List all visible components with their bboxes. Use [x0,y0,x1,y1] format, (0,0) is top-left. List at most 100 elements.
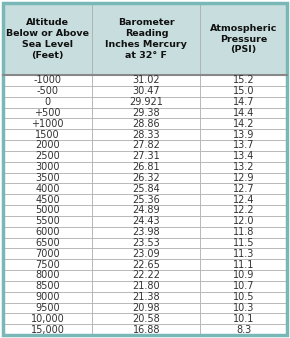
Text: 30.47: 30.47 [133,86,160,96]
Text: 6000: 6000 [35,227,60,237]
Bar [200,86,287,97]
Text: 3500: 3500 [35,173,60,183]
Text: -1000: -1000 [34,75,62,86]
Bar [3,194,93,205]
Bar [200,162,287,172]
Text: 11.5: 11.5 [233,238,254,248]
Bar [93,303,200,313]
Bar [3,162,93,172]
Bar [3,151,93,162]
Text: 10.5: 10.5 [233,292,254,302]
Text: 1500: 1500 [35,129,60,140]
Bar [93,162,200,172]
Bar [200,281,287,292]
Bar [3,313,93,324]
Bar [93,248,200,259]
Bar [93,194,200,205]
Bar [200,324,287,335]
Bar [200,75,287,86]
Text: 11.1: 11.1 [233,260,254,270]
Bar [3,118,93,129]
Bar [3,259,93,270]
Bar [93,118,200,129]
Text: 20.98: 20.98 [133,303,160,313]
Bar [93,129,200,140]
Bar [3,216,93,227]
Text: 4000: 4000 [35,184,60,194]
Text: 28.86: 28.86 [133,119,160,129]
Bar [93,183,200,194]
Bar [93,292,200,303]
Bar [93,151,200,162]
Text: 14.2: 14.2 [233,119,254,129]
Bar [93,97,200,107]
Bar [200,205,287,216]
Text: +500: +500 [35,108,61,118]
Text: 13.9: 13.9 [233,129,254,140]
Bar [200,227,287,238]
Bar [3,227,93,238]
Text: 2000: 2000 [35,140,60,150]
Bar [3,292,93,303]
Bar [93,140,200,151]
Bar [200,183,287,194]
Text: 12.9: 12.9 [233,173,254,183]
Bar [3,270,93,281]
Bar [200,3,287,75]
Bar [93,259,200,270]
Text: 13.2: 13.2 [233,162,254,172]
Text: 2500: 2500 [35,151,60,161]
Text: 10.1: 10.1 [233,314,254,324]
Text: 0: 0 [45,97,51,107]
Text: 12.2: 12.2 [233,206,255,215]
Text: 9000: 9000 [35,292,60,302]
Bar [200,292,287,303]
Bar [200,140,287,151]
Text: 8.3: 8.3 [236,324,251,335]
Bar [200,97,287,107]
Text: 21.38: 21.38 [133,292,160,302]
Bar [200,303,287,313]
Bar [93,205,200,216]
Text: 31.02: 31.02 [133,75,160,86]
Bar [3,303,93,313]
Text: 15,000: 15,000 [31,324,65,335]
Text: 7000: 7000 [35,249,60,259]
Bar [3,140,93,151]
Bar [93,238,200,248]
Text: 11.3: 11.3 [233,249,254,259]
Bar [3,205,93,216]
Bar [200,259,287,270]
Text: +1000: +1000 [32,119,64,129]
Bar [93,216,200,227]
Text: 15.2: 15.2 [233,75,255,86]
Bar [93,313,200,324]
Text: 10.7: 10.7 [233,281,254,291]
Bar [3,75,93,86]
Text: 21.80: 21.80 [133,281,160,291]
Text: 7500: 7500 [35,260,60,270]
Text: 12.0: 12.0 [233,216,254,226]
Bar [3,281,93,292]
Text: 27.82: 27.82 [133,140,160,150]
Text: 25.84: 25.84 [133,184,160,194]
Text: 14.4: 14.4 [233,108,254,118]
Bar [200,151,287,162]
Text: 6500: 6500 [35,238,60,248]
Text: 16.88: 16.88 [133,324,160,335]
Bar [200,172,287,183]
Text: 28.33: 28.33 [133,129,160,140]
Text: 22.65: 22.65 [133,260,160,270]
Bar [3,129,93,140]
Text: 13.7: 13.7 [233,140,254,150]
Text: 3000: 3000 [35,162,60,172]
Bar [93,3,200,75]
Text: 5500: 5500 [35,216,60,226]
Text: 11.8: 11.8 [233,227,254,237]
Text: 29.38: 29.38 [133,108,160,118]
Bar [3,107,93,118]
Text: 10.9: 10.9 [233,270,254,281]
Text: 25.36: 25.36 [133,195,160,204]
Text: 23.53: 23.53 [133,238,160,248]
Text: 10.3: 10.3 [233,303,254,313]
